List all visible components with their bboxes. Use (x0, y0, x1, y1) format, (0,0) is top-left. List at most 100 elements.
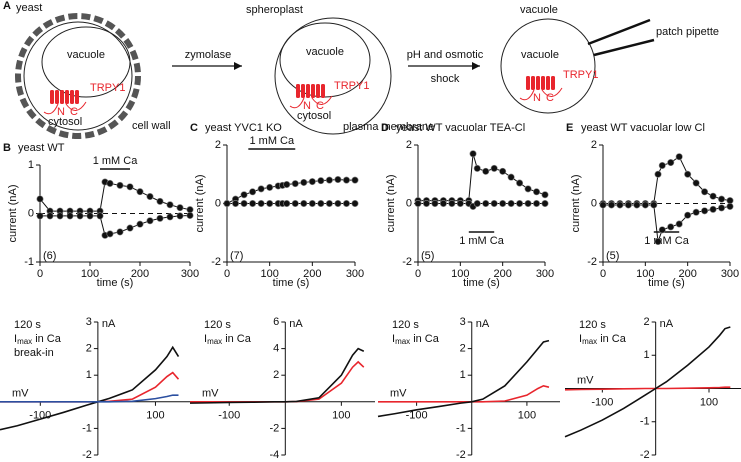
y-tick-label: 3 (86, 316, 92, 328)
series-line (0, 394, 179, 403)
y-tick-label: 2 (644, 316, 650, 328)
y-tick-label: 2 (591, 139, 597, 151)
legend-entry: break-in (14, 347, 54, 359)
panel-label: B (3, 142, 11, 154)
marker (106, 230, 114, 238)
y-tick-label: -2 (456, 449, 466, 461)
marker (524, 185, 532, 193)
stimulus-label: 1 mM Ca (644, 235, 690, 247)
vacuole-label: vacuole (306, 46, 344, 58)
marker (126, 224, 134, 232)
y-tick-label: 2 (215, 139, 221, 151)
marker (641, 201, 649, 209)
marker (516, 179, 524, 187)
cell-wall (15, 13, 141, 139)
cell-title: yeast (16, 2, 42, 14)
legend-entry: 120 s (204, 319, 231, 331)
helix (311, 84, 315, 98)
legend-text: I (579, 333, 582, 345)
n-label: (5) (421, 250, 434, 262)
helix (526, 76, 530, 90)
marker (223, 200, 231, 208)
x-tick-label: -100 (29, 410, 51, 422)
y-tick-label: 0 (406, 197, 412, 209)
panel-label: D (381, 122, 389, 134)
helix (536, 76, 540, 90)
marker (96, 212, 104, 220)
marker (283, 200, 291, 208)
helix (551, 76, 555, 90)
marker (342, 200, 350, 208)
legend-text: in Ca (35, 333, 62, 345)
legend-text: in Ca (600, 333, 627, 345)
x-tick-label: -100 (406, 410, 428, 422)
x-tick-label: 100 (518, 410, 536, 422)
marker (351, 176, 359, 184)
marker (456, 200, 464, 208)
x-label: mV (390, 388, 407, 400)
n-label: (7) (230, 250, 243, 262)
helix (321, 84, 325, 98)
loop (43, 101, 87, 115)
legend-entry: 120 s (14, 319, 41, 331)
x-tick-label: -100 (218, 410, 240, 422)
marker (675, 153, 683, 161)
marker (616, 201, 624, 209)
c-label: C (316, 100, 324, 112)
marker (106, 179, 114, 187)
marker (56, 212, 64, 220)
y-label: current (nA) (385, 174, 397, 232)
marker (76, 212, 84, 220)
series-line (189, 347, 365, 404)
y-tick-label: -2 (402, 256, 412, 268)
marker (300, 178, 308, 186)
series-line (0, 345, 180, 431)
marker (473, 164, 481, 172)
y-label: nA (102, 318, 116, 330)
cell-title: vacuole (520, 4, 558, 16)
cytosol-label: cytosol (297, 110, 331, 122)
legend-entry: Imax in Ca (392, 333, 440, 346)
wall-label: cell wall (132, 120, 171, 132)
helix (70, 90, 74, 104)
x-tick-label: 200 (303, 268, 321, 280)
marker (266, 200, 274, 208)
x-tick-label: 100 (260, 268, 278, 280)
marker (86, 212, 94, 220)
legend-text: I (14, 333, 17, 345)
marker (176, 204, 184, 212)
x-tick-label: 100 (700, 396, 718, 408)
marker (186, 206, 194, 214)
marker (249, 188, 257, 196)
step-label: shock (431, 73, 460, 85)
stimulus-label: 1 mM Ca (459, 235, 505, 247)
marker (654, 170, 662, 178)
y-tick-label: -4 (270, 449, 280, 461)
y-label: current (nA) (7, 184, 19, 242)
loop (289, 95, 333, 109)
marker (726, 202, 734, 210)
y-tick-label: -2 (270, 422, 280, 434)
x-tick-label: 200 (131, 268, 149, 280)
c-label: C (546, 92, 554, 104)
x-tick-label: 300 (181, 268, 199, 280)
marker (701, 207, 709, 215)
step-label: zymolase (185, 49, 231, 61)
x-tick-label: 100 (81, 268, 99, 280)
x-tick-label: 0 (415, 268, 421, 280)
legend-entry: Imax in Ca (14, 333, 62, 346)
series-line (226, 179, 355, 204)
y-tick-label: 2 (86, 343, 92, 355)
legend-text: I (204, 333, 207, 345)
marker (176, 212, 184, 220)
legend-sub: max (207, 337, 222, 346)
legend-sub: max (582, 337, 597, 346)
helix (55, 90, 59, 104)
x-label: time (s) (273, 277, 310, 289)
helix (50, 90, 54, 104)
x-tick-label: 0 (37, 268, 43, 280)
series-line (378, 384, 550, 403)
vacuole-label: vacuole (67, 49, 105, 61)
helix (541, 76, 545, 90)
